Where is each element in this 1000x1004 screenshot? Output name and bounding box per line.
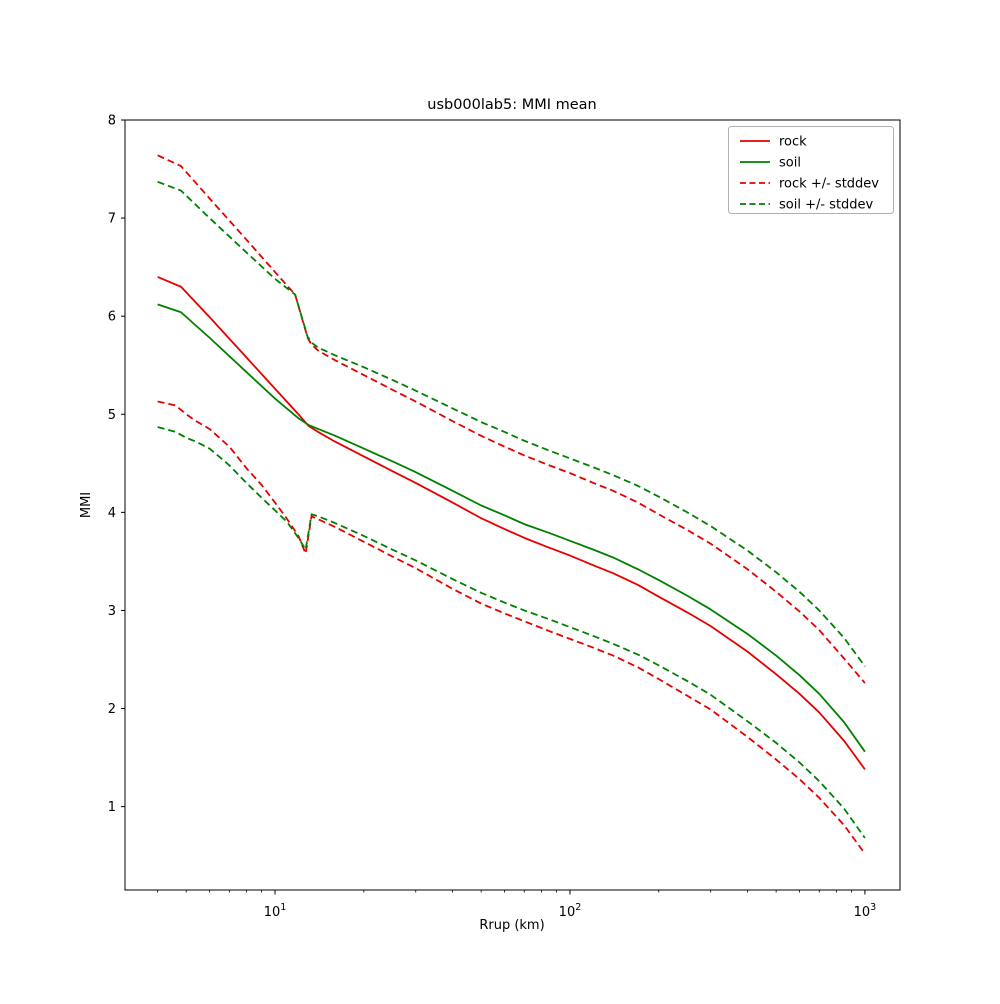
series-rock-line bbox=[157, 276, 866, 770]
y-tick-label: 6 bbox=[108, 310, 116, 325]
y-tick-label: 5 bbox=[108, 408, 116, 423]
legend-label-soil-stddev: soil +/- stddev bbox=[779, 198, 874, 213]
y-tick-label: 3 bbox=[108, 604, 116, 619]
series-soil-stddev-lower--line bbox=[157, 426, 866, 839]
y-tick-label: 7 bbox=[108, 212, 116, 227]
x-axis-label: Rrup (km) bbox=[479, 918, 544, 933]
legend-label-soil: soil bbox=[779, 156, 801, 171]
legend: rock soil rock +/- stddev soil +/- stddev bbox=[728, 126, 894, 214]
series-soil-line bbox=[157, 303, 866, 753]
legend-box bbox=[728, 126, 894, 214]
legend-label-rock: rock bbox=[779, 135, 807, 150]
axis-tick-labels: 1 2 3 4 5 6 7 8 101 102 103 bbox=[108, 114, 877, 921]
y-tick-label: 2 bbox=[108, 702, 116, 717]
y-axis-label: MMI bbox=[79, 492, 94, 518]
axis-ticks bbox=[121, 119, 866, 895]
data-series bbox=[157, 154, 866, 855]
x-tick-label: 102 bbox=[559, 902, 582, 920]
y-tick-label: 1 bbox=[108, 800, 116, 815]
plot-area bbox=[124, 119, 901, 891]
y-tick-label: 4 bbox=[108, 506, 116, 521]
plot-title: usb000lab5: MMI mean bbox=[427, 97, 597, 113]
x-tick-label: 101 bbox=[264, 902, 287, 920]
series-rock-stddev-lower--line bbox=[157, 400, 866, 855]
series-rock-stddev-upper--line bbox=[157, 154, 866, 684]
x-tick-label: 103 bbox=[854, 902, 877, 920]
legend-label-rock-stddev: rock +/- stddev bbox=[779, 177, 879, 192]
y-tick-label: 8 bbox=[108, 114, 116, 129]
series-soil-stddev-upper--line bbox=[157, 180, 866, 667]
